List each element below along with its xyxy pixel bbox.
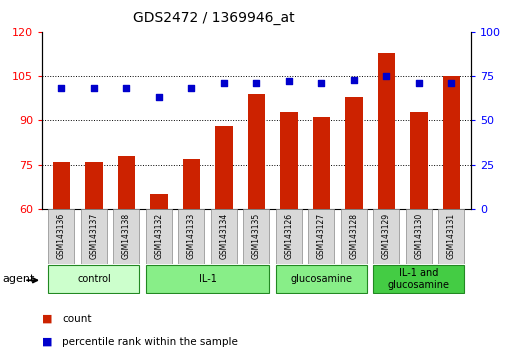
Bar <box>275 265 366 293</box>
Bar <box>48 265 139 293</box>
Text: GSM143137: GSM143137 <box>89 213 98 259</box>
Bar <box>275 209 301 264</box>
Point <box>414 80 422 86</box>
Point <box>58 86 66 91</box>
Text: GSM143130: GSM143130 <box>414 213 423 259</box>
Point <box>155 95 163 100</box>
Point <box>220 80 228 86</box>
Point <box>317 80 325 86</box>
Point <box>90 86 98 91</box>
Bar <box>211 209 236 264</box>
Text: agent: agent <box>3 274 35 284</box>
Text: GSM143129: GSM143129 <box>381 213 390 259</box>
Bar <box>247 94 265 209</box>
Bar <box>373 209 398 264</box>
Bar <box>409 112 427 209</box>
Text: GDS2472 / 1369946_at: GDS2472 / 1369946_at <box>132 11 294 25</box>
Text: IL-1 and
glucosamine: IL-1 and glucosamine <box>387 268 449 290</box>
Bar <box>373 265 464 293</box>
Bar <box>405 209 431 264</box>
Point <box>446 80 454 86</box>
Bar <box>146 265 269 293</box>
Text: GSM143131: GSM143131 <box>446 213 455 259</box>
Text: GSM143135: GSM143135 <box>251 213 261 259</box>
Text: GSM143133: GSM143133 <box>187 213 195 259</box>
Bar <box>117 156 135 209</box>
Bar <box>53 162 70 209</box>
Point <box>187 86 195 91</box>
Text: percentile rank within the sample: percentile rank within the sample <box>62 337 238 347</box>
Bar <box>150 194 168 209</box>
Bar <box>437 209 464 264</box>
Text: control: control <box>77 274 111 284</box>
Text: GSM143138: GSM143138 <box>122 213 131 259</box>
Text: GSM143134: GSM143134 <box>219 213 228 259</box>
Bar <box>182 159 200 209</box>
Text: count: count <box>62 314 91 324</box>
Bar <box>81 209 107 264</box>
Bar <box>377 52 394 209</box>
Bar <box>442 76 460 209</box>
Text: GSM143126: GSM143126 <box>284 213 293 259</box>
Bar <box>178 209 204 264</box>
Bar <box>85 162 103 209</box>
Point <box>284 79 292 84</box>
Text: glucosamine: glucosamine <box>290 274 352 284</box>
Bar <box>146 209 172 264</box>
Bar <box>113 209 139 264</box>
Text: GSM143127: GSM143127 <box>316 213 325 259</box>
Bar <box>279 112 297 209</box>
Bar <box>308 209 334 264</box>
Text: GSM143136: GSM143136 <box>57 213 66 259</box>
Text: GSM143132: GSM143132 <box>154 213 163 259</box>
Point <box>252 80 260 86</box>
Text: IL-1: IL-1 <box>198 274 216 284</box>
Bar <box>312 118 330 209</box>
Bar <box>215 126 232 209</box>
Bar <box>340 209 366 264</box>
Text: GSM143128: GSM143128 <box>349 213 358 259</box>
Text: ■: ■ <box>42 314 53 324</box>
Bar <box>344 97 362 209</box>
Bar <box>48 209 74 264</box>
Point <box>122 86 130 91</box>
Bar <box>243 209 269 264</box>
Point <box>349 77 358 82</box>
Point <box>382 73 390 79</box>
Text: ■: ■ <box>42 337 53 347</box>
